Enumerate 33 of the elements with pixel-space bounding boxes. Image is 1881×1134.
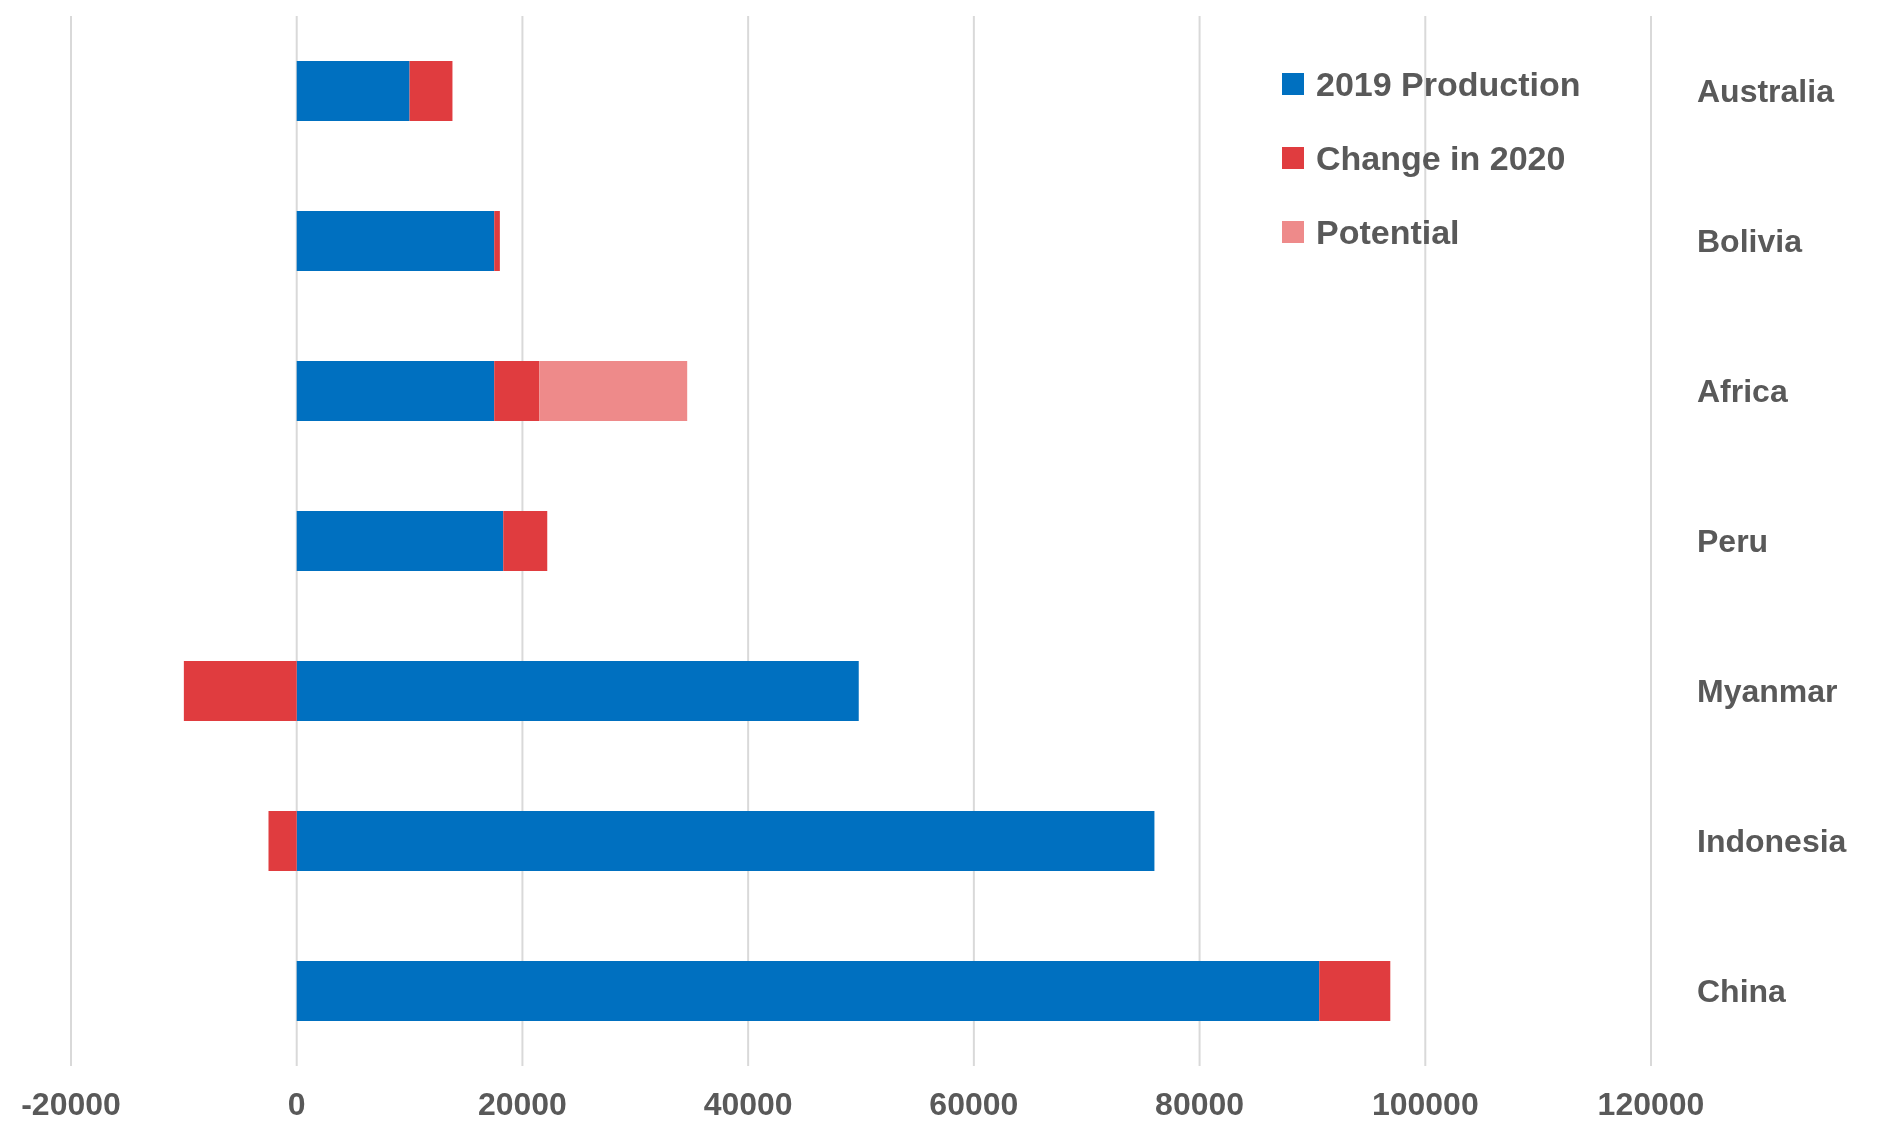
x-tick-label: 120000	[1597, 1085, 1705, 1122]
legend-label: Change in 2020	[1316, 138, 1566, 178]
legend-label: Potential	[1316, 212, 1460, 252]
x-tick-label: 20000	[477, 1085, 567, 1122]
x-tick-label: 0	[287, 1085, 306, 1122]
y-tick-label: Bolivia	[1697, 223, 1803, 260]
bar	[1319, 961, 1391, 1021]
y-tick-label: Myanmar	[1697, 673, 1838, 710]
y-tick-label: Africa	[1697, 373, 1788, 410]
bar	[296, 811, 1155, 871]
bar	[539, 361, 688, 421]
y-tick-label: Indonesia	[1697, 823, 1847, 860]
bar	[296, 61, 410, 121]
bar	[296, 961, 1320, 1021]
bar	[268, 811, 297, 871]
x-tick-label: 80000	[1155, 1085, 1245, 1122]
x-tick-label: 40000	[703, 1085, 793, 1122]
bar	[494, 211, 500, 271]
x-tick-label: -20000	[21, 1085, 121, 1122]
bar	[503, 511, 548, 571]
bar	[296, 211, 495, 271]
bar	[494, 361, 540, 421]
x-tick-label: 100000	[1371, 1085, 1479, 1122]
bar	[183, 661, 297, 721]
bar	[409, 61, 453, 121]
y-tick-label: Peru	[1697, 523, 1769, 560]
bar	[296, 511, 504, 571]
y-tick-label: Australia	[1697, 73, 1835, 110]
x-tick-label: 60000	[929, 1085, 1019, 1122]
bar	[296, 361, 495, 421]
bar	[296, 661, 859, 721]
legend-label: 2019 Production	[1316, 64, 1581, 104]
y-tick-label: China	[1697, 973, 1787, 1010]
